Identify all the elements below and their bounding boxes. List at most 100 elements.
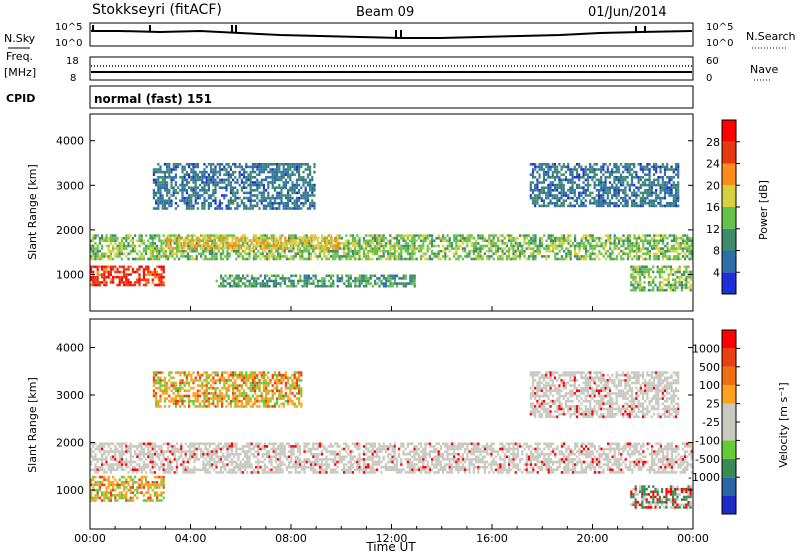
velocity-cell (145, 478, 148, 481)
power-cell (310, 257, 313, 261)
power-cell (578, 242, 581, 245)
power-cell (306, 168, 309, 171)
power-cell (560, 202, 563, 205)
power-cell (633, 234, 636, 237)
power-cell (213, 241, 216, 245)
power-cell (676, 281, 679, 284)
power-cell (147, 268, 150, 271)
velocity-cell (180, 442, 183, 446)
power-cell (255, 284, 258, 288)
power-cell (236, 202, 239, 205)
power-cell (393, 277, 396, 280)
power-cell (378, 279, 381, 283)
power-cell (211, 242, 214, 245)
power-cell (376, 244, 379, 248)
power-cell (574, 234, 577, 237)
power-cell (606, 204, 609, 208)
power-cell (116, 283, 119, 287)
power-cell (157, 191, 160, 195)
power-cell (297, 279, 300, 283)
power-cell (225, 168, 228, 171)
power-cell (299, 277, 302, 280)
power-cell (254, 183, 257, 187)
velocity-cell (145, 481, 148, 484)
power-cell (309, 165, 312, 169)
power-cell (406, 236, 409, 240)
power-cell (222, 242, 225, 245)
velocity-cell (153, 447, 156, 451)
power-cell (512, 239, 515, 243)
power-cell (101, 273, 104, 276)
power-cell (105, 270, 108, 274)
power-cell (343, 255, 346, 258)
power-cell (248, 252, 251, 256)
power-cell (265, 168, 268, 171)
power-cell (615, 176, 618, 179)
power-cell (668, 186, 671, 189)
power-cell (575, 173, 579, 176)
velocity-cell (140, 475, 143, 479)
power-cell (604, 170, 607, 174)
power-cell (201, 186, 204, 189)
velocity-cell (138, 465, 141, 469)
power-cell (360, 279, 363, 283)
power-cell (103, 273, 106, 276)
power-cell (298, 173, 301, 176)
power-cell (253, 247, 256, 250)
power-cell (420, 249, 423, 253)
velocity-cell (118, 478, 121, 481)
power-cell (622, 199, 625, 202)
power-cell (677, 183, 680, 187)
velocity-cell (160, 447, 163, 451)
power-cell (180, 255, 183, 258)
power-cell (678, 281, 681, 284)
power-cell (389, 284, 392, 288)
power-cell (172, 168, 175, 171)
power-cell (470, 236, 473, 240)
power-cell (243, 181, 246, 184)
power-cell (393, 274, 396, 278)
power-cell (164, 252, 167, 256)
power-cell (183, 173, 186, 176)
power-cell (688, 239, 691, 243)
power-cell (558, 204, 561, 208)
power-cell (227, 244, 230, 247)
velocity-cell (109, 491, 112, 494)
power-cell (125, 244, 128, 248)
velocity-cell (160, 445, 163, 448)
power-cell (231, 247, 234, 250)
power-cell (149, 255, 152, 258)
power-cell (96, 278, 99, 282)
power-cell (567, 239, 570, 243)
power-cell (253, 244, 256, 247)
power-cell (668, 168, 671, 171)
power-cell (466, 234, 469, 237)
power-cell (260, 236, 263, 240)
power-cell (240, 168, 243, 171)
power-cell (334, 249, 337, 253)
power-cell (98, 281, 101, 284)
power-cell (556, 236, 559, 240)
power-cell (378, 284, 381, 288)
power-cell (519, 242, 522, 245)
power-cell (151, 273, 154, 276)
power-cell (294, 252, 297, 256)
power-cell (232, 186, 235, 189)
power-cell (586, 178, 590, 182)
velocity-cell (123, 460, 126, 464)
power-cell (107, 255, 110, 258)
power-cell (114, 242, 117, 245)
power-cell (630, 183, 634, 187)
power-cell (171, 255, 174, 258)
power-cell (159, 189, 162, 192)
power-cell (615, 183, 618, 187)
power-cell (395, 244, 398, 248)
power-cell (272, 242, 275, 245)
power-cell (407, 282, 410, 285)
power-cell (516, 247, 519, 250)
velocity-cell (107, 450, 110, 453)
velocity-cell (103, 491, 106, 494)
velocity-cell (158, 499, 161, 502)
power-cell (214, 207, 217, 210)
